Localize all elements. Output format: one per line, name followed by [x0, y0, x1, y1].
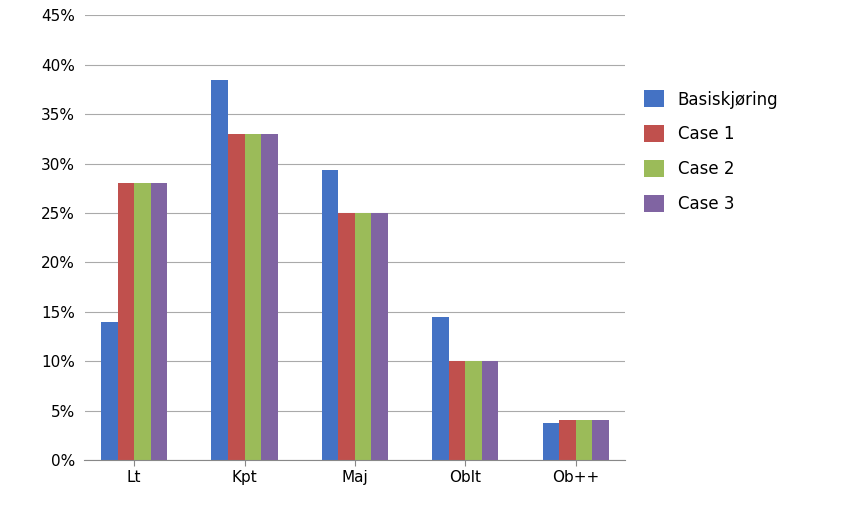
Bar	[559, 421, 575, 460]
Bar	[431, 317, 448, 460]
Bar	[371, 213, 387, 460]
Bar	[481, 361, 498, 460]
Legend: Basiskjøring, Case 1, Case 2, Case 3: Basiskjøring, Case 1, Case 2, Case 3	[644, 90, 777, 213]
Bar	[228, 134, 244, 460]
Bar	[134, 183, 150, 460]
Bar	[101, 321, 117, 460]
Bar	[542, 423, 559, 460]
Bar	[211, 80, 228, 460]
Bar	[322, 171, 338, 460]
Bar	[117, 183, 134, 460]
Bar	[244, 134, 261, 460]
Bar	[575, 421, 592, 460]
Bar	[354, 213, 371, 460]
Bar	[338, 213, 354, 460]
Bar	[150, 183, 167, 460]
Bar	[465, 361, 481, 460]
Bar	[592, 421, 608, 460]
Bar	[261, 134, 278, 460]
Bar	[448, 361, 465, 460]
